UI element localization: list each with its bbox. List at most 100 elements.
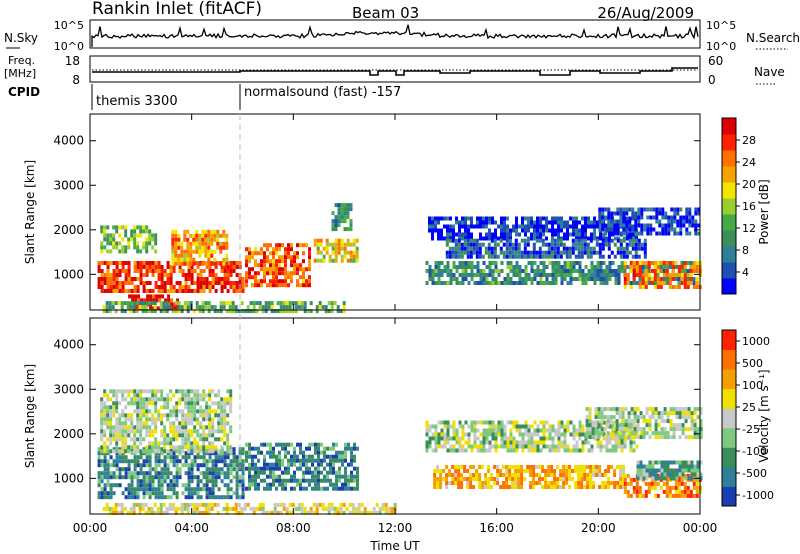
heatmap-cell-0	[142, 479, 146, 484]
heatmap-cell-6	[539, 232, 542, 237]
heatmap-cell-6	[660, 460, 664, 465]
heatmap-cell-0	[187, 273, 191, 277]
heatmap-cell-5	[662, 481, 666, 486]
heatmap-cell-6	[470, 216, 473, 221]
heatmap-cell-3	[275, 259, 278, 264]
heatmap-cell-7	[460, 254, 464, 259]
heatmap-cell-9	[683, 273, 687, 277]
heatmap-cell-3	[515, 424, 519, 429]
heatmap-cell-3	[251, 251, 254, 256]
heatmap-cell-12	[288, 305, 292, 310]
heatmap-cell-2	[163, 397, 167, 402]
heatmap-cell-3	[635, 444, 639, 449]
heatmap-cell-4	[511, 465, 515, 469]
heatmap-cell-0	[238, 451, 242, 456]
heatmap-cell-0	[169, 281, 173, 285]
heatmap-cell-7	[514, 246, 518, 251]
heatmap-cell-3	[473, 420, 477, 425]
heatmap-cell-1	[335, 474, 338, 479]
heatmap-cell-4	[334, 246, 338, 251]
heatmap-cell-4	[553, 477, 557, 481]
heatmap-cell-1	[344, 442, 347, 447]
heatmap-cell-8	[171, 506, 175, 511]
heatmap-cell-1	[323, 474, 326, 479]
heatmap-cell-7	[565, 250, 569, 255]
heatmap-cell-0	[121, 455, 125, 460]
heatmap-cell-12	[165, 305, 169, 310]
heatmap-cell-0	[211, 487, 215, 492]
heatmap-cell-10	[655, 215, 659, 220]
heatmap-cell-8	[563, 265, 567, 269]
heatmap-cell-1	[106, 237, 110, 242]
heatmap-cell-7	[600, 427, 604, 432]
heatmap-cell-2	[198, 245, 202, 250]
heatmap-cell-8	[605, 273, 609, 277]
heatmap-cell-9	[632, 265, 636, 269]
heatmap-cell-2	[142, 401, 146, 406]
heatmap-cell-4	[499, 469, 503, 473]
heatmap-cell-3	[494, 424, 498, 429]
heatmap-cell-4	[505, 469, 509, 473]
heatmap-cell-0	[130, 479, 134, 484]
heatmap-cell-5	[650, 485, 654, 490]
heatmap-cell-2	[154, 441, 158, 446]
heatmap-cell-8	[288, 510, 292, 515]
heatmap-cell-1	[272, 450, 275, 455]
heatmap-cell-0	[232, 289, 236, 293]
heatmap-cell-0	[106, 285, 110, 289]
heatmap-cell-4	[502, 465, 506, 469]
heatmap-cell-8	[464, 269, 468, 273]
heatmap-cell-1	[314, 474, 317, 479]
heatmap-cell-5	[343, 211, 347, 216]
heatmap-cell-7	[678, 411, 682, 416]
heatmap-cell-2	[174, 249, 178, 254]
heatmap-cell-2	[211, 429, 215, 434]
heatmap-cell-6	[681, 460, 685, 465]
heatmap-cell-7	[594, 435, 598, 440]
heatmap-cell-6	[524, 224, 527, 229]
heatmap-cell-2	[199, 405, 203, 410]
heatmap-cell-0	[136, 285, 140, 289]
heatmap-cell-0	[97, 281, 101, 285]
heatmap-cell-10	[697, 211, 701, 216]
heatmap-cell-3	[512, 424, 516, 429]
heatmap-cell-2	[151, 421, 155, 426]
heatmap-cell-4	[517, 469, 521, 473]
heatmap-cell-8	[114, 502, 118, 507]
heatmap-cell-3	[428, 424, 432, 429]
heatmap-cell-3	[437, 420, 441, 425]
heatmap-cell-8	[231, 506, 235, 511]
heatmap-cell-6	[464, 220, 467, 225]
heatmap-cell-3	[557, 432, 561, 437]
heatmap-cell-0	[100, 261, 104, 265]
heatmap-cell-3	[446, 432, 450, 437]
heatmap-cell-4	[496, 473, 500, 477]
heatmap-cell-0	[238, 289, 242, 293]
heatmap-cell-10	[616, 219, 620, 224]
heatmap-cell-3	[431, 432, 435, 437]
heatmap-cell-3	[269, 283, 272, 288]
heatmap-cell-4	[535, 465, 539, 469]
heatmap-cell-6	[545, 228, 548, 233]
heatmap-cell-1	[287, 462, 290, 467]
heatmap-cell-3	[527, 440, 531, 445]
heatmap-cell-8	[563, 269, 567, 273]
heatmap-cell-10	[619, 219, 623, 224]
heatmap-cell-4	[502, 485, 506, 489]
heatmap-cell-1	[344, 466, 347, 471]
heatmap-cell-8	[384, 510, 388, 515]
heatmap-cell-3	[281, 267, 284, 272]
heatmap-cell-6	[651, 468, 655, 473]
heatmap-cell-1	[296, 478, 299, 483]
heatmap-cell-6	[560, 224, 563, 229]
heatmap-cell-1	[272, 474, 275, 479]
heatmap-cell-6	[617, 236, 620, 241]
heatmap-cell-6	[539, 224, 542, 229]
heatmap-cell-0	[217, 495, 221, 500]
heatmap-cell-4	[511, 485, 515, 489]
heatmap-cell-0	[136, 265, 140, 269]
heatmap-cell-8	[249, 506, 253, 511]
heatmap-cell-0	[145, 475, 149, 480]
heatmap-cell-1	[347, 474, 350, 479]
heatmap-cell-0	[157, 277, 161, 281]
